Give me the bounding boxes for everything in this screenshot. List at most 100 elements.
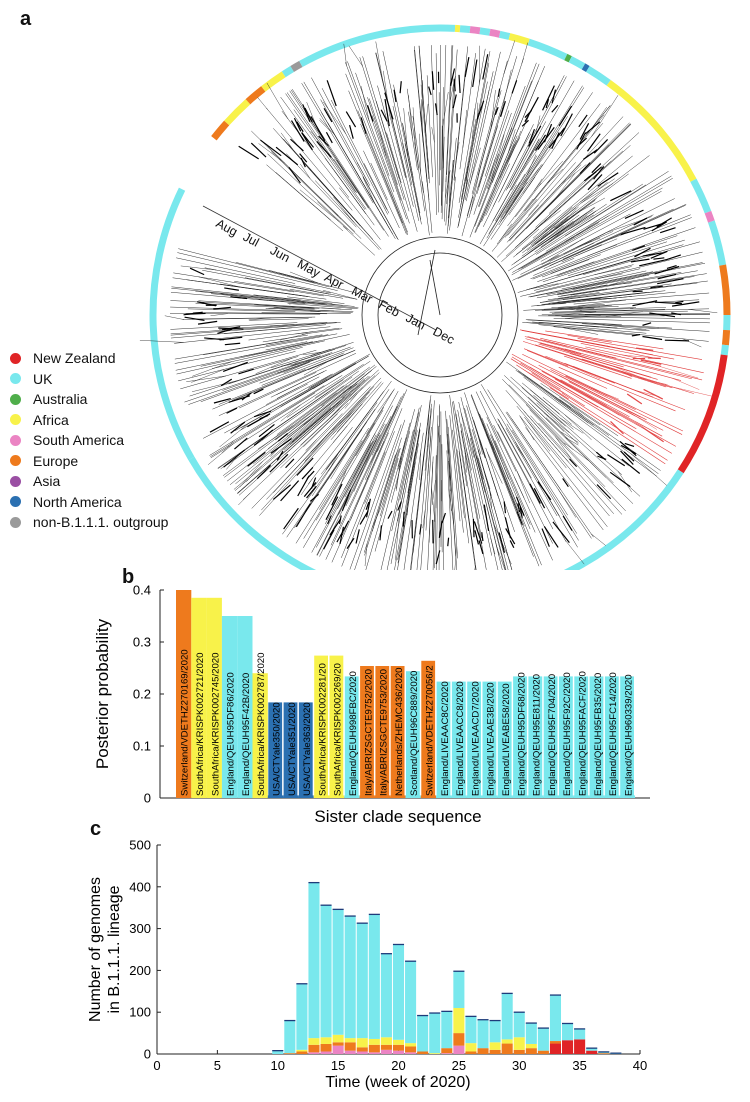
genome-count-bar bbox=[441, 1048, 453, 1054]
legend-label: Asia bbox=[33, 473, 61, 490]
genome-count-bar bbox=[272, 1050, 284, 1054]
genome-count-bar bbox=[525, 1043, 537, 1049]
genome-count-bar bbox=[392, 1039, 405, 1045]
legend-dot-icon bbox=[10, 352, 21, 364]
legend-item: South America bbox=[10, 430, 168, 451]
tip-region-ring-segment bbox=[568, 56, 586, 70]
legend-label: UK bbox=[33, 370, 53, 387]
genome-count-bar bbox=[598, 1051, 610, 1054]
posterior-bar bbox=[497, 795, 513, 798]
sequence-label: USA/CTYale351/2020 bbox=[287, 702, 298, 796]
tip-region-ring-segment bbox=[564, 53, 572, 63]
genome-count-bar bbox=[417, 1051, 429, 1054]
genome-count-bar bbox=[320, 1043, 332, 1052]
genome-count-bar bbox=[465, 1043, 477, 1052]
tip-region-ring-segment bbox=[188, 456, 684, 570]
legend-dot-icon bbox=[10, 475, 21, 487]
genome-count-bar bbox=[344, 1050, 356, 1054]
sequence-label: England/QEUH95FACF/2020 bbox=[577, 671, 588, 796]
genome-count-bar bbox=[574, 1028, 586, 1040]
legend-item: Africa bbox=[10, 410, 168, 431]
genome-count-bar bbox=[501, 1043, 513, 1054]
tip-region-ring-segment bbox=[708, 220, 727, 266]
legend-label: non-B.1.1.1. outgroup bbox=[33, 514, 169, 531]
posterior-bar bbox=[482, 795, 498, 798]
posterior-bar bbox=[252, 673, 268, 798]
legend-dot-icon bbox=[10, 373, 21, 385]
genome-count-bar bbox=[417, 1015, 429, 1052]
tree-month-label: Dec bbox=[431, 324, 457, 347]
legend-item: non-B.1.1.1. outgroup bbox=[10, 512, 168, 533]
c-xtick-label: 15 bbox=[331, 1058, 345, 1073]
genome-count-bar bbox=[392, 944, 405, 1040]
tip-region-ring-segment bbox=[704, 210, 715, 223]
genome-count-bar bbox=[356, 923, 368, 1039]
sequence-label: England/QEUH95FC14/2020 bbox=[608, 672, 619, 796]
genome-count-bar bbox=[513, 1012, 525, 1038]
panel-letter-b: b bbox=[122, 566, 135, 588]
sequence-label: Italy/ABRIZSGCTE9752/2020 bbox=[363, 669, 374, 796]
legend-item: Asia bbox=[10, 471, 168, 492]
sequence-label: England/LIVEAAC8C/2020 bbox=[440, 681, 451, 796]
legend-item: UK bbox=[10, 369, 168, 390]
sequence-label: England/QEUH95FB35/2020 bbox=[593, 673, 604, 796]
posterior-bar bbox=[221, 616, 238, 798]
sequence-label: Switzerland/VDETHZ270056/2 bbox=[424, 665, 435, 796]
c-ytick-label: 100 bbox=[129, 1005, 151, 1020]
genome-count-bar bbox=[380, 953, 392, 1038]
posterior-bar bbox=[558, 795, 574, 798]
posterior-bar bbox=[298, 795, 314, 798]
genome-count-bar bbox=[356, 1038, 368, 1048]
posterior-bar bbox=[619, 795, 635, 798]
sequence-label: England/LIVEAAE3B/2020 bbox=[486, 682, 497, 796]
c-xtick-label: 20 bbox=[391, 1058, 405, 1073]
tip-region-ring-segment bbox=[719, 264, 731, 316]
sequence-label: Switzerland/VDETHZ270169/2020 bbox=[180, 649, 191, 796]
genome-count-bar bbox=[477, 1048, 489, 1054]
sequence-label: SouthAfrica/KRISPK002721/2020 bbox=[195, 653, 206, 796]
genome-count-bar bbox=[489, 1042, 501, 1050]
sequence-label: England/QEUH998FBC/2020 bbox=[348, 671, 359, 796]
legend-item: North America bbox=[10, 492, 168, 513]
genome-count-bar bbox=[308, 1038, 320, 1045]
c-ytick-label: 200 bbox=[129, 963, 151, 978]
tip-region-ring-segment bbox=[606, 79, 697, 182]
genome-count-bar bbox=[429, 1053, 441, 1054]
c-xtick-label: 40 bbox=[633, 1058, 647, 1073]
legend-label: North America bbox=[33, 493, 122, 510]
posterior-bar bbox=[206, 597, 222, 798]
genome-count-bar bbox=[586, 1048, 598, 1051]
c-xtick-label: 0 bbox=[153, 1058, 160, 1073]
posterior-bar bbox=[390, 795, 406, 798]
sequence-label: England/LIVEAACD7/2020 bbox=[470, 681, 481, 796]
legend-item: Europe bbox=[10, 451, 168, 472]
posterior-bar bbox=[405, 795, 421, 798]
tip-region-ring-segment bbox=[581, 63, 590, 72]
posterior-bar bbox=[543, 795, 559, 798]
genome-count-bar bbox=[513, 1037, 525, 1050]
genome-count-bar bbox=[525, 1048, 537, 1054]
posterior-bar bbox=[527, 795, 544, 798]
legend-label: Australia bbox=[33, 391, 88, 408]
sequence-label: USA/CTYale350/2020 bbox=[271, 702, 282, 796]
posterior-bar bbox=[283, 795, 299, 798]
tree-month-label: Mar bbox=[349, 284, 375, 306]
genome-count-bar bbox=[513, 1049, 525, 1054]
posterior-bar bbox=[176, 590, 192, 798]
genome-count-bar bbox=[465, 1016, 477, 1044]
genome-count-bar bbox=[392, 1050, 405, 1054]
genome-count-bar bbox=[453, 971, 465, 1009]
posterior-bar bbox=[359, 795, 375, 798]
tip-region-ring-segment bbox=[245, 86, 266, 105]
genome-count-bar bbox=[574, 1039, 586, 1054]
panel-letter-c: c bbox=[90, 818, 102, 840]
legend-dot-icon bbox=[10, 455, 21, 467]
tree-month-label: Feb bbox=[376, 297, 402, 320]
genome-count-bar bbox=[356, 1047, 368, 1052]
genome-count-bar bbox=[356, 1051, 368, 1054]
b-xlabel: Sister clade sequence bbox=[314, 807, 481, 826]
genome-count-bar bbox=[429, 1013, 441, 1054]
tip-region-ring-segment bbox=[459, 25, 471, 34]
c-xtick-label: 30 bbox=[512, 1058, 526, 1073]
